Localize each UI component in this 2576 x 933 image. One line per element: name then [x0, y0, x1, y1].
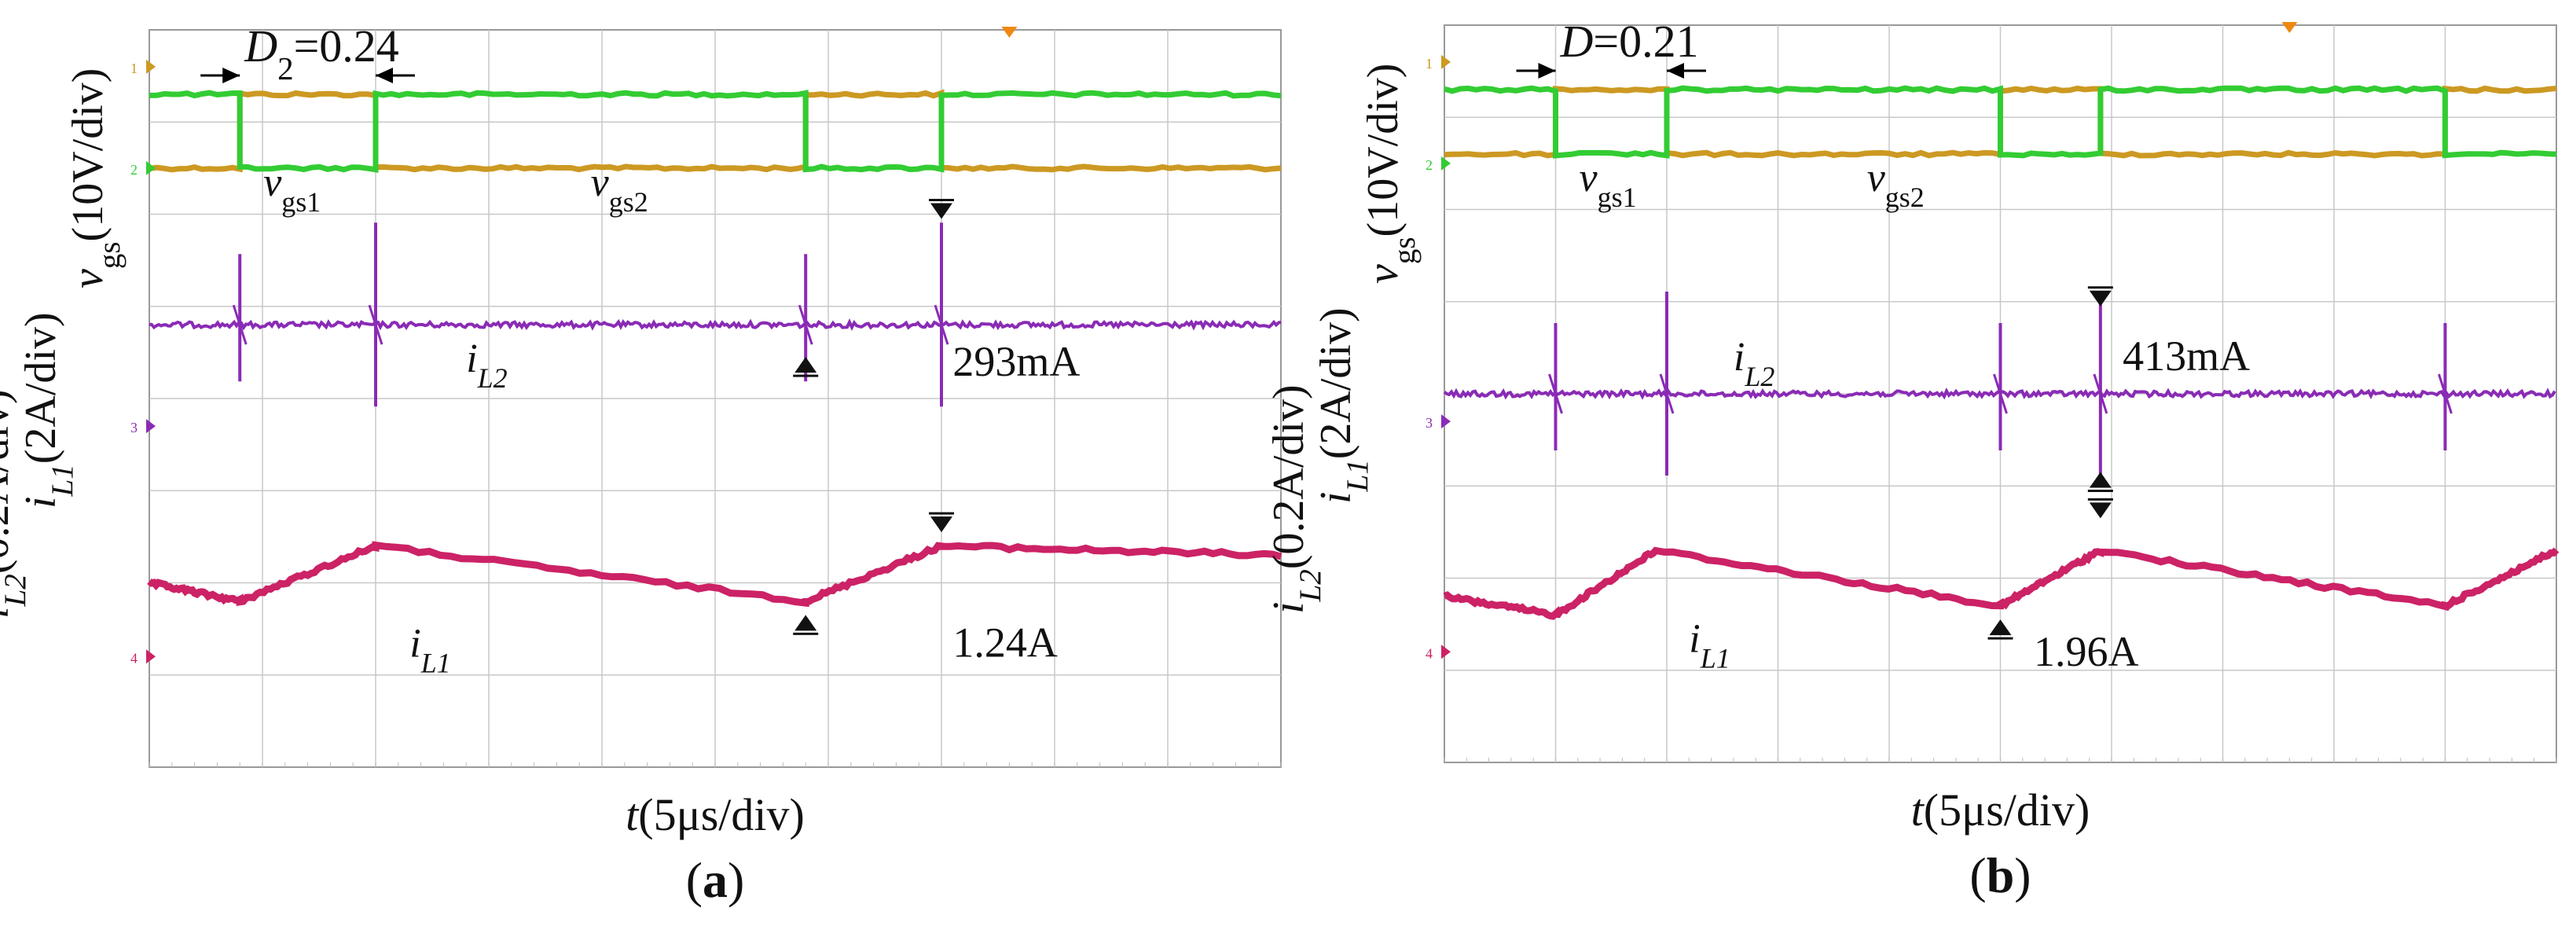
ripple-iL1-top-arrow-icon — [930, 516, 952, 533]
channel-marker-icon — [146, 419, 156, 434]
ripple-iL1-value: 1.24A — [952, 619, 1058, 666]
channel-number: 4 — [1426, 645, 1433, 661]
iL2-ring — [798, 304, 813, 345]
ripple-iL2-bottom-arrow-icon — [794, 357, 817, 373]
iL2-ring — [368, 304, 383, 345]
channel-marker-icon — [1441, 414, 1451, 429]
ylabel-iL2: iL2(0.2A/div) — [0, 389, 32, 619]
minor-ticks — [1444, 758, 2557, 762]
panel-label: (b) — [1969, 847, 2031, 903]
trace-iL2 — [149, 318, 1282, 331]
ripple-iL2-value: 293mA — [952, 338, 1080, 385]
channel-number: 2 — [1426, 157, 1433, 173]
ripple-iL1-top-arrow-icon — [2089, 502, 2112, 519]
ripple-iL1-value: 1.96A — [2034, 628, 2139, 675]
channel-marker-icon — [1441, 645, 1451, 659]
trace-iL1 — [147, 541, 1282, 608]
channel-number: 1 — [130, 61, 138, 76]
iL2-ring — [1548, 373, 1563, 414]
panel-a: 1 2 3 4 D2=0.24 vgs1 vgs2 iL2 iL1 293mA 1.24A vgs(1… — [0, 20, 1282, 908]
duty-arrowhead-left — [222, 68, 240, 83]
panel-label: (a) — [686, 852, 745, 908]
ylabel-vgs: vgs(10V/div) — [64, 68, 127, 288]
ripple-iL2-top-arrow-icon — [930, 203, 952, 219]
trigger-marker-icon — [1001, 27, 1018, 38]
iL2-ring — [1993, 373, 2008, 414]
label-vgs1: vgs1 — [263, 160, 321, 218]
channel-number: 4 — [130, 650, 138, 666]
panel-b: 1 2 3 4 D=0.21 vgs1 vgs2 iL2 iL1 413mA 1.96A vgs(10… — [1264, 16, 2559, 903]
iL2-ring — [232, 304, 248, 345]
label-iL2: iL2 — [1734, 335, 1774, 392]
duty-arrowhead-right — [376, 68, 393, 83]
label-vgs1: vgs1 — [1580, 156, 1637, 213]
trace-vgs1 — [149, 90, 1282, 173]
channel-number: 1 — [1426, 56, 1433, 72]
trace-vgs2 — [149, 89, 1282, 173]
grid — [149, 30, 1281, 767]
duty-cycle-label: D=0.21 — [1560, 16, 1699, 67]
trigger-marker-icon — [2281, 22, 2298, 33]
channel-marker-icon — [146, 649, 156, 664]
ylabel-iL1: iL1(2A/div) — [1312, 307, 1374, 504]
minor-ticks — [149, 762, 1282, 767]
trace-iL1 — [1443, 546, 2559, 620]
iL2-ring — [2093, 373, 2108, 414]
channel-marker-icon — [146, 160, 156, 175]
x-axis-label: t(5μs/div) — [1911, 784, 2090, 836]
trace-vgs1 — [1444, 85, 2557, 159]
channel-number: 3 — [1426, 415, 1433, 431]
ripple-iL2-top-arrow-icon — [2089, 290, 2112, 307]
iL2-ring — [2438, 373, 2453, 414]
duty-arrowhead-left — [1538, 63, 1556, 79]
channel-marker-icon — [146, 59, 156, 74]
channel-marker-icon — [1441, 54, 1451, 69]
ylabel-iL2: iL2(0.2A/div) — [1264, 384, 1327, 614]
label-vgs2: vgs2 — [591, 160, 648, 218]
duty-arrowhead-right — [1667, 63, 1684, 79]
ripple-iL1-bottom-arrow-icon — [1989, 619, 2012, 636]
iL2-ring — [1659, 373, 1675, 414]
ripple-iL1-bottom-arrow-icon — [794, 615, 817, 631]
ylabel-vgs: vgs(10V/div) — [1359, 64, 1422, 284]
ripple-iL2-value: 413mA — [2123, 332, 2250, 380]
ripple-iL2-bottom-arrow-icon — [2089, 472, 2112, 488]
channel-marker-icon — [1441, 156, 1451, 171]
channel-number: 2 — [130, 162, 138, 178]
channel-number: 3 — [130, 420, 138, 435]
label-iL2: iL2 — [466, 336, 507, 394]
ylabel-iL1: iL1(2A/div) — [17, 312, 79, 509]
duty-cycle-label: D2=0.24 — [244, 20, 399, 86]
iL2-ring — [934, 304, 949, 345]
label-vgs2: vgs2 — [1867, 156, 1925, 213]
label-iL1: iL1 — [409, 621, 450, 678]
x-axis-label: t(5μs/div) — [626, 789, 805, 840]
label-iL1: iL1 — [1689, 616, 1730, 674]
